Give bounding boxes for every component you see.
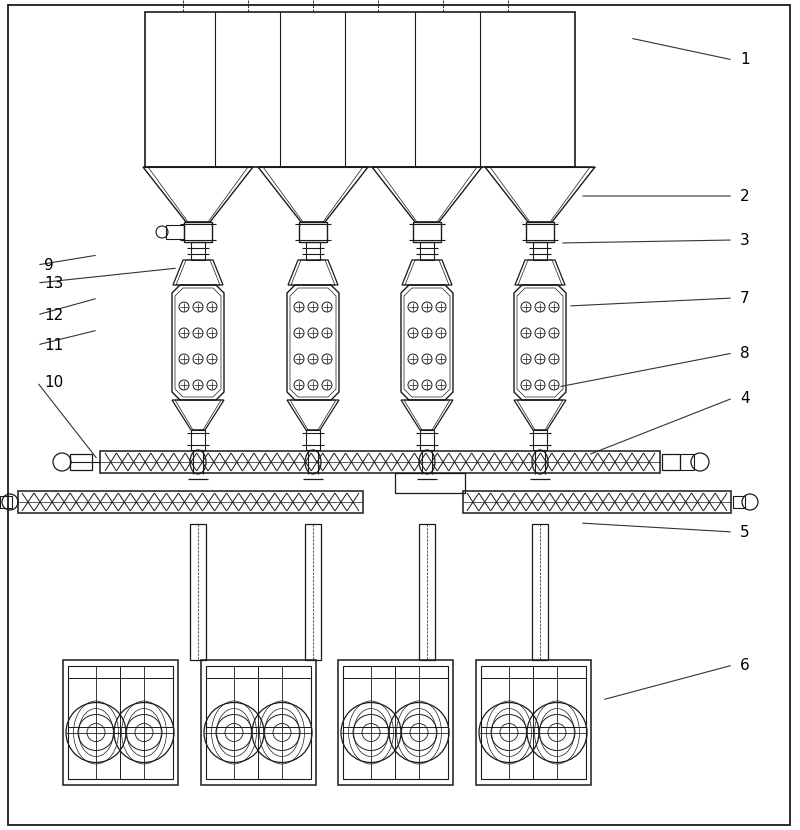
Bar xyxy=(190,524,206,660)
Bar xyxy=(395,473,465,493)
Bar xyxy=(67,666,173,779)
Bar xyxy=(70,454,92,470)
Bar xyxy=(0,496,12,508)
Bar xyxy=(342,666,447,779)
Bar xyxy=(338,660,453,785)
Bar xyxy=(191,242,205,260)
Text: 7: 7 xyxy=(740,290,750,305)
Text: 10: 10 xyxy=(44,374,63,389)
Bar xyxy=(201,660,315,785)
Text: 3: 3 xyxy=(740,232,750,247)
Text: 6: 6 xyxy=(740,657,750,672)
Bar xyxy=(680,454,694,470)
Text: 13: 13 xyxy=(44,276,63,290)
Bar xyxy=(420,242,434,260)
Bar xyxy=(420,430,434,450)
Bar xyxy=(306,242,320,260)
Bar xyxy=(533,430,547,450)
Bar xyxy=(532,524,548,660)
Bar xyxy=(305,524,321,660)
Bar xyxy=(733,496,745,508)
Bar xyxy=(533,242,547,260)
Bar xyxy=(306,430,320,450)
Text: 11: 11 xyxy=(44,338,63,353)
Bar xyxy=(18,491,363,513)
Bar xyxy=(145,12,575,167)
Text: 8: 8 xyxy=(740,345,750,360)
Bar xyxy=(62,660,178,785)
Text: 9: 9 xyxy=(44,257,54,272)
Bar xyxy=(206,666,310,779)
Bar xyxy=(100,451,660,473)
Bar xyxy=(299,222,327,242)
Bar xyxy=(475,660,590,785)
Text: 4: 4 xyxy=(740,390,750,406)
Text: 2: 2 xyxy=(740,188,750,203)
Bar xyxy=(526,222,554,242)
Text: 12: 12 xyxy=(44,307,63,323)
Text: 1: 1 xyxy=(740,52,750,67)
Bar xyxy=(662,454,680,470)
Bar xyxy=(481,666,586,779)
Bar xyxy=(184,222,212,242)
Text: 5: 5 xyxy=(740,525,750,540)
Bar xyxy=(413,222,441,242)
Bar xyxy=(463,491,731,513)
Bar xyxy=(419,524,435,660)
Bar xyxy=(191,430,205,450)
Bar xyxy=(166,225,184,239)
